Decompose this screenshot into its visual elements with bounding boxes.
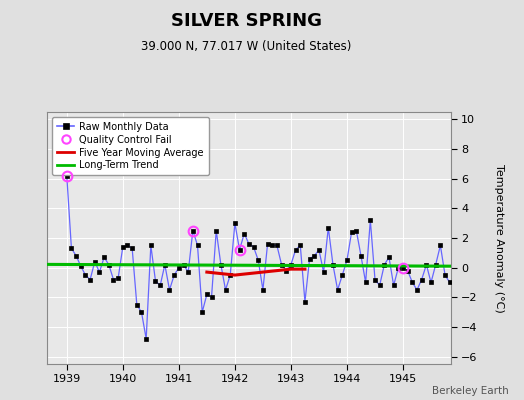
Text: Berkeley Earth: Berkeley Earth xyxy=(432,386,508,396)
Text: SILVER SPRING: SILVER SPRING xyxy=(171,12,322,30)
Text: 39.000 N, 77.017 W (United States): 39.000 N, 77.017 W (United States) xyxy=(141,40,352,53)
Y-axis label: Temperature Anomaly (°C): Temperature Anomaly (°C) xyxy=(494,164,504,312)
Legend: Raw Monthly Data, Quality Control Fail, Five Year Moving Average, Long-Term Tren: Raw Monthly Data, Quality Control Fail, … xyxy=(52,117,209,175)
